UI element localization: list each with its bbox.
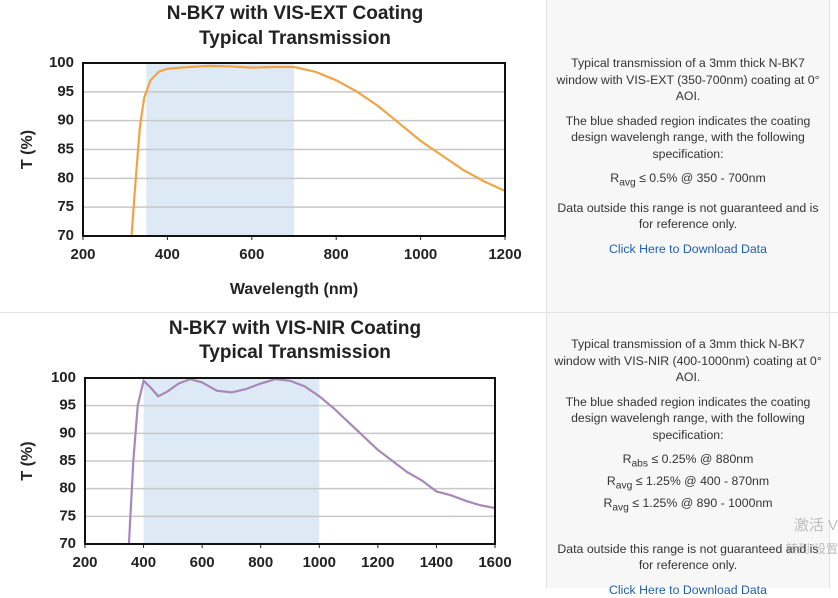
x-tick-label: 1600 [478, 554, 511, 571]
spec-symbol: R [606, 473, 616, 488]
spec-text: ≤ 1.25% @ 890 - 1000nm [632, 495, 773, 510]
y-tick-label: 90 [57, 112, 74, 129]
description-text: Typical transmission of a 3mm thick N-BK… [554, 337, 822, 384]
description-panel: Typical transmission of a 3mm thick N-BK… [546, 0, 830, 312]
x-tick-label: 400 [131, 554, 156, 571]
y-tick-label: 100 [49, 54, 74, 71]
spec-text: ≤ 0.25% @ 880nm [651, 452, 754, 466]
x-tick-label: 600 [190, 554, 215, 571]
product-row: N-BK7 with VIS-EXT Coating Typical Transm… [19, 0, 830, 312]
download-link[interactable]: Click Here to Download Data [609, 582, 767, 597]
specification: Ravg ≤ 1.25% @ 400 - 870nm [553, 473, 823, 495]
y-tick-label: 80 [57, 169, 74, 186]
spec-subscript: abs [631, 458, 649, 470]
watermark: 激活 V [793, 517, 838, 534]
description-note: Data outside this range is not guarantee… [557, 541, 819, 573]
transmission-curve [130, 64, 506, 237]
spec-subscript: avg [615, 480, 633, 492]
x-tick-label: 800 [324, 246, 349, 263]
y-tick-label: 80 [59, 480, 76, 497]
y-axis-label: T (%) [19, 130, 36, 169]
y-tick-label: 75 [57, 198, 74, 215]
spec-text: ≤ 0.5% @ 350 - 700nm [639, 171, 766, 185]
x-tick-label: 600 [239, 246, 264, 263]
chart: N-BK7 with VIS-NIR Coating Typical Transm… [19, 318, 511, 571]
x-tick-label: 400 [155, 246, 180, 263]
y-tick-label: 95 [59, 397, 76, 414]
y-tick-label: 70 [59, 535, 76, 552]
x-tick-label: 1000 [303, 554, 336, 571]
download-link[interactable]: Click Here to Download Data [609, 241, 767, 256]
x-tick-label: 1000 [404, 246, 437, 263]
specifications: Rabs ≤ 0.25% @ 880nm Ravg ≤ 1.25% @ 400 -… [553, 451, 823, 517]
chart: N-BK7 with VIS-EXT Coating Typical Transm… [19, 3, 521, 298]
x-axis-label: Wavelength (nm) [230, 281, 358, 298]
plot-frame [82, 62, 506, 237]
product-row: N-BK7 with VIS-NIR Coating Typical Transm… [0, 312, 838, 597]
watermark: 转到"设置 [785, 542, 838, 556]
x-tick-label: 200 [70, 246, 95, 263]
spec-symbol: R [622, 452, 632, 466]
specifications: Ravg ≤ 0.5% @ 350 - 700nm [553, 170, 823, 192]
spec-text: ≤ 1.25% @ 400 - 870nm [635, 473, 770, 488]
description-text: The blue shaded region indicates the coa… [565, 394, 811, 442]
x-tick-label: 200 [72, 554, 97, 571]
y-tick-label: 70 [57, 227, 74, 244]
x-tick-label: 1400 [420, 554, 453, 571]
chart-title: N-BK7 with VIS-NIR Coating [169, 318, 421, 339]
specification: Rabs ≤ 0.25% @ 880nm [553, 451, 823, 473]
spec-symbol: R [610, 171, 620, 185]
x-tick-label: 1200 [488, 246, 521, 263]
plot-frame [84, 377, 496, 545]
x-tick-label: 1200 [361, 554, 394, 571]
transmission-curve [127, 377, 496, 545]
y-tick-label: 85 [59, 452, 76, 469]
chart-subtitle: Typical Transmission [199, 28, 391, 49]
description-note: Data outside this range is not guarantee… [557, 200, 819, 232]
y-tick-label: 75 [59, 507, 76, 524]
spec-subscript: avg [619, 177, 636, 189]
spec-subscript: avg [612, 502, 629, 514]
y-tick-label: 100 [51, 369, 76, 386]
y-tick-label: 85 [57, 140, 74, 157]
chart-subtitle: Typical Transmission [199, 342, 391, 363]
y-axis-label: T (%) [19, 441, 36, 480]
description-text: The blue shaded region indicates the coa… [565, 113, 811, 161]
chart-title: N-BK7 with VIS-EXT Coating [167, 3, 424, 24]
spec-symbol: R [603, 495, 613, 510]
specification: Ravg ≤ 0.5% @ 350 - 700nm [553, 170, 823, 192]
y-tick-label: 90 [59, 424, 76, 441]
x-tick-label: 800 [248, 554, 273, 571]
specification: Ravg ≤ 1.25% @ 890 - 1000nm [553, 495, 823, 517]
description-text: Typical transmission of a 3mm thick N-BK… [556, 56, 820, 103]
y-tick-label: 95 [57, 83, 74, 100]
description-panel: Typical transmission of a 3mm thick N-BK… [546, 313, 830, 597]
